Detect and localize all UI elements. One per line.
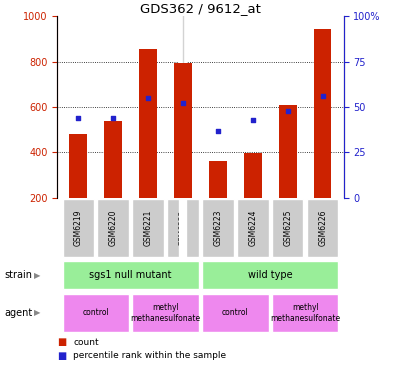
Text: sgs1 null mutant: sgs1 null mutant: [89, 270, 172, 280]
Bar: [62, 294, 129, 332]
Bar: [237, 199, 269, 257]
Text: GSM6225: GSM6225: [283, 210, 292, 246]
Bar: [132, 294, 199, 332]
Bar: [272, 294, 339, 332]
Bar: [307, 199, 339, 257]
Text: count: count: [73, 338, 99, 347]
Bar: [62, 199, 94, 257]
Bar: [272, 199, 303, 257]
Text: methyl
methanesulfonate: methyl methanesulfonate: [130, 303, 201, 323]
Text: GSM6224: GSM6224: [248, 210, 258, 246]
Bar: [202, 261, 339, 290]
Point: [180, 101, 186, 107]
Bar: [62, 261, 199, 290]
Text: strain: strain: [4, 270, 32, 280]
Text: methyl
methanesulfonate: methyl methanesulfonate: [270, 303, 340, 323]
Bar: [202, 199, 233, 257]
Text: ■: ■: [57, 351, 66, 361]
Text: GSM6226: GSM6226: [318, 210, 327, 246]
Text: GSM6219: GSM6219: [74, 210, 83, 246]
Text: agent: agent: [4, 308, 32, 318]
Point: [110, 115, 116, 121]
Bar: [279, 105, 297, 198]
Title: GDS362 / 9612_at: GDS362 / 9612_at: [140, 2, 261, 15]
Bar: [139, 49, 157, 198]
Text: ▶: ▶: [34, 271, 40, 280]
Bar: [98, 199, 129, 257]
Text: wild type: wild type: [248, 270, 293, 280]
Bar: [202, 294, 269, 332]
Text: control: control: [222, 309, 249, 317]
Point: [215, 128, 221, 134]
Bar: [104, 121, 122, 198]
Bar: [209, 161, 227, 198]
Bar: [70, 134, 87, 198]
Bar: [167, 199, 199, 257]
Bar: [174, 63, 192, 198]
Point: [145, 95, 151, 101]
Text: GSM6223: GSM6223: [213, 210, 222, 246]
Text: percentile rank within the sample: percentile rank within the sample: [73, 351, 226, 360]
Bar: [244, 153, 261, 198]
Point: [250, 117, 256, 123]
Text: GSM6222: GSM6222: [179, 210, 188, 246]
Text: GSM6220: GSM6220: [109, 210, 118, 246]
Point: [75, 115, 81, 121]
Text: ■: ■: [57, 337, 66, 347]
Point: [320, 93, 326, 99]
Text: ▶: ▶: [34, 309, 40, 317]
Bar: [132, 199, 164, 257]
Bar: [314, 29, 331, 198]
Point: [285, 108, 291, 113]
Text: GSM6221: GSM6221: [143, 210, 152, 246]
Text: control: control: [82, 309, 109, 317]
